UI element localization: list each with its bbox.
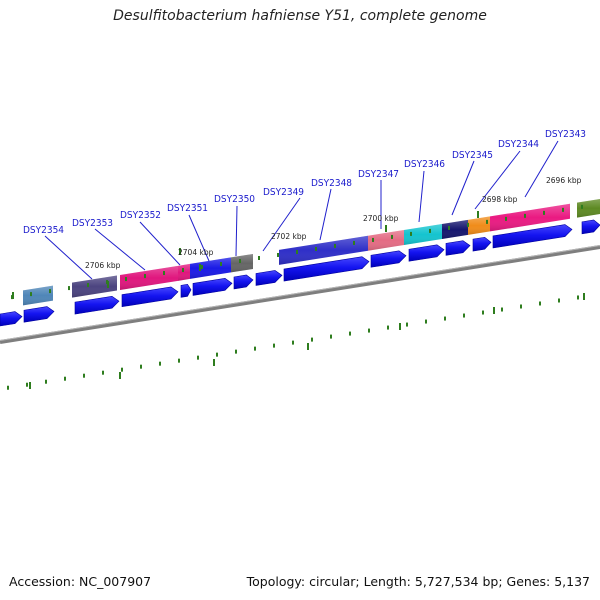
gene-label-dsy2350[interactable]: DSY2350 bbox=[214, 194, 255, 205]
gene-labels: DSY2343 DSY2344 DSY2345 DSY2346 DSY2347 … bbox=[23, 129, 586, 236]
gene-label-dsy2343[interactable]: DSY2343 bbox=[545, 129, 586, 140]
cds-arrow-2[interactable] bbox=[74, 295, 120, 315]
cds-arrow-5[interactable] bbox=[192, 278, 233, 296]
cds-arrow-0[interactable] bbox=[0, 311, 23, 327]
cds-arrow-6[interactable] bbox=[233, 274, 254, 290]
scale-label-2706: 2706 kbp bbox=[85, 261, 121, 270]
scale-label-2704: 2704 kbp bbox=[178, 248, 214, 257]
genome-info-label: Topology: circular; Length: 5,727,534 bp… bbox=[246, 574, 590, 589]
cds-arrow-12[interactable] bbox=[472, 236, 492, 252]
cog-box-shade-3 bbox=[178, 263, 190, 281]
cds-arrow-7[interactable] bbox=[255, 270, 283, 286]
genome-title: Desulfitobacterium hafniense Y51, comple… bbox=[113, 8, 487, 24]
leader-line-1 bbox=[474, 150, 521, 210]
leader-line-2 bbox=[451, 160, 475, 216]
leader-line-11 bbox=[44, 235, 93, 280]
gene-label-dsy2346[interactable]: DSY2346 bbox=[404, 159, 445, 170]
cog-box-shade-6 bbox=[279, 235, 368, 265]
scale-label-2696: 2696 kbp bbox=[546, 176, 582, 185]
gene-label-dsy2344[interactable]: DSY2344 bbox=[498, 139, 539, 150]
cds-arrow-3[interactable] bbox=[121, 286, 179, 308]
cds-arrow-9[interactable] bbox=[370, 250, 407, 268]
cds-arrow-4[interactable] bbox=[180, 283, 192, 298]
cog-box-shade-1 bbox=[72, 275, 117, 298]
cog-box-shade-4 bbox=[190, 257, 231, 279]
cds-arrow-8[interactable] bbox=[283, 256, 370, 282]
cog-box-shade-2 bbox=[120, 265, 178, 290]
leader-line-0 bbox=[524, 140, 559, 198]
genome-backbone-line bbox=[0, 245, 600, 344]
cog-box-shade-0 bbox=[23, 285, 53, 306]
leader-line-10 bbox=[94, 228, 146, 271]
cog-box-shade-12 bbox=[577, 199, 600, 218]
cds-arrow-13[interactable] bbox=[492, 224, 573, 249]
cog-box-shade-11 bbox=[490, 203, 570, 232]
leader-line-8 bbox=[188, 214, 210, 262]
leader-line-7 bbox=[235, 205, 238, 257]
cds-track bbox=[0, 219, 600, 327]
scale-labels: 2696 kbp 2698 kbp 2700 kbp 2702 kbp 2704… bbox=[85, 176, 582, 270]
gene-label-dsy2354[interactable]: DSY2354 bbox=[23, 225, 64, 236]
leader-line-3 bbox=[418, 170, 425, 223]
leader-line-6 bbox=[262, 197, 301, 252]
cds-arrow-14[interactable] bbox=[581, 219, 600, 235]
cds-arrow-1[interactable] bbox=[23, 306, 55, 323]
gene-label-dsy2352[interactable]: DSY2352 bbox=[120, 210, 161, 221]
scale-label-2700: 2700 kbp bbox=[363, 214, 399, 223]
cog-color-track bbox=[23, 199, 600, 306]
cds-arrow-11[interactable] bbox=[445, 240, 471, 256]
leader-line-9 bbox=[139, 221, 181, 266]
gene-label-dsy2353[interactable]: DSY2353 bbox=[72, 218, 113, 229]
cog-box-shade-9 bbox=[442, 219, 468, 240]
genome-backbone-highlight bbox=[0, 245, 600, 341]
scale-label-2702: 2702 kbp bbox=[271, 232, 307, 241]
scale-ticks bbox=[7, 204, 585, 390]
gene-label-dsy2349[interactable]: DSY2349 bbox=[263, 187, 304, 198]
cds-arrow-10[interactable] bbox=[408, 244, 445, 262]
leader-line-5 bbox=[319, 188, 332, 241]
gene-leader-lines bbox=[44, 140, 559, 280]
cog-box-shade-5 bbox=[231, 253, 253, 273]
gene-label-dsy2351[interactable]: DSY2351 bbox=[167, 203, 208, 214]
genome-backbone bbox=[0, 245, 600, 344]
cog-box-shade-8 bbox=[404, 224, 442, 246]
cog-box-shade-10 bbox=[468, 216, 490, 235]
gene-label-dsy2345[interactable]: DSY2345 bbox=[452, 150, 493, 161]
gene-label-dsy2348[interactable]: DSY2348 bbox=[311, 178, 352, 189]
scale-label-2698: 2698 kbp bbox=[482, 195, 518, 204]
cog-box-shade-7 bbox=[368, 230, 404, 251]
gene-label-dsy2347[interactable]: DSY2347 bbox=[358, 169, 399, 180]
accession-label: Accession: NC_007907 bbox=[9, 574, 152, 589]
